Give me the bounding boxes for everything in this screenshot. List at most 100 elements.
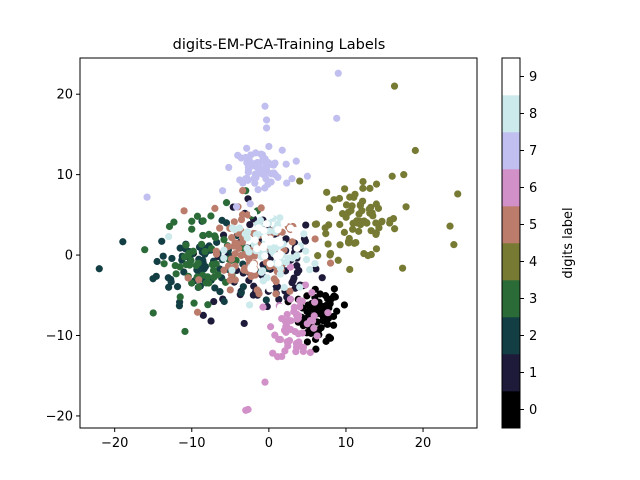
point-digit-4 bbox=[342, 213, 350, 221]
point-digit-6 bbox=[290, 307, 298, 316]
point-digit-2 bbox=[220, 297, 228, 306]
point-digit-4 bbox=[411, 146, 419, 155]
point-digit-9 bbox=[249, 209, 258, 217]
colorbar-segment-6 bbox=[502, 169, 520, 207]
point-digit-0 bbox=[312, 345, 320, 353]
point-digit-4 bbox=[378, 217, 386, 225]
point-digit-3 bbox=[222, 199, 231, 207]
point-digit-3 bbox=[171, 261, 179, 270]
point-digit-8 bbox=[274, 220, 282, 228]
colorbar-tick-label: 1 bbox=[529, 366, 537, 381]
point-digit-2 bbox=[176, 244, 184, 252]
point-digit-3 bbox=[204, 301, 212, 309]
colorbar-segment-1 bbox=[502, 354, 520, 392]
colorbar-segment-8 bbox=[502, 95, 520, 133]
point-digit-6 bbox=[306, 348, 314, 357]
point-digit-9 bbox=[266, 260, 274, 268]
point-digit-8 bbox=[231, 225, 239, 234]
point-digit-5 bbox=[230, 218, 238, 226]
point-digit-7 bbox=[334, 69, 342, 77]
point-digit-2 bbox=[222, 219, 231, 227]
point-digit-8 bbox=[258, 267, 267, 275]
point-digit-6 bbox=[298, 297, 306, 305]
point-digit-7 bbox=[262, 124, 271, 132]
point-digit-7 bbox=[292, 157, 300, 165]
point-digit-6 bbox=[308, 289, 316, 297]
point-digit-0 bbox=[330, 292, 338, 300]
point-digit-5 bbox=[272, 290, 280, 298]
point-digit-9 bbox=[255, 224, 263, 232]
point-digit-4 bbox=[446, 222, 454, 230]
point-digit-5 bbox=[311, 235, 319, 243]
point-digit-2 bbox=[119, 238, 127, 246]
point-digit-5 bbox=[244, 211, 252, 219]
point-digit-7 bbox=[288, 175, 296, 183]
point-digit-8 bbox=[300, 230, 308, 238]
point-digit-7 bbox=[260, 171, 268, 179]
point-digit-7 bbox=[262, 116, 271, 124]
x-tick-label: −20 bbox=[101, 436, 128, 451]
x-tick-label: 0 bbox=[265, 436, 273, 451]
point-digit-3 bbox=[170, 218, 178, 226]
point-digit-2 bbox=[180, 268, 188, 276]
point-digit-2 bbox=[168, 254, 176, 263]
point-digit-6 bbox=[269, 349, 277, 357]
point-digit-2 bbox=[173, 283, 182, 291]
point-digit-6 bbox=[285, 337, 294, 345]
point-digit-8 bbox=[245, 301, 254, 309]
point-digit-5 bbox=[272, 277, 280, 286]
point-digit-3 bbox=[209, 266, 218, 274]
point-digit-6 bbox=[278, 314, 286, 323]
point-digit-4 bbox=[321, 224, 329, 232]
point-digit-4 bbox=[352, 238, 360, 247]
point-digit-4 bbox=[389, 214, 398, 223]
point-digit-9 bbox=[275, 236, 283, 244]
point-digit-3 bbox=[195, 283, 203, 291]
point-digit-8 bbox=[296, 283, 304, 291]
point-digit-6 bbox=[285, 317, 294, 325]
point-digit-4 bbox=[360, 217, 368, 225]
point-digit-0 bbox=[324, 314, 333, 322]
point-digit-3 bbox=[180, 253, 189, 261]
point-digit-7 bbox=[251, 179, 259, 187]
point-digit-1 bbox=[318, 274, 326, 282]
point-digit-3 bbox=[199, 231, 207, 240]
point-digit-4 bbox=[372, 245, 381, 253]
point-digit-9 bbox=[266, 285, 274, 293]
point-digit-6 bbox=[286, 295, 295, 303]
point-digit-7 bbox=[283, 179, 291, 187]
point-digit-6 bbox=[287, 325, 295, 334]
point-digit-7 bbox=[225, 163, 233, 172]
y-tick-label: −20 bbox=[46, 409, 73, 424]
point-digit-7 bbox=[278, 146, 286, 154]
point-digit-0 bbox=[323, 320, 331, 328]
y-tick-label: −10 bbox=[46, 329, 73, 344]
series-6 bbox=[242, 263, 332, 414]
point-digit-9 bbox=[274, 259, 282, 267]
point-digit-6 bbox=[299, 347, 307, 356]
point-digit-2 bbox=[158, 237, 166, 245]
point-digit-4 bbox=[341, 185, 349, 193]
colorbar-segment-4 bbox=[502, 243, 520, 281]
point-digit-7 bbox=[254, 186, 262, 194]
point-digit-6 bbox=[244, 405, 252, 414]
point-digit-4 bbox=[364, 252, 372, 260]
point-digit-3 bbox=[172, 270, 180, 278]
point-digit-4 bbox=[390, 82, 399, 90]
point-digit-4 bbox=[349, 225, 357, 233]
point-digit-5 bbox=[226, 276, 234, 284]
point-digit-7 bbox=[261, 184, 269, 192]
point-digit-4 bbox=[340, 228, 348, 236]
point-digit-8 bbox=[243, 244, 251, 253]
point-digit-3 bbox=[190, 299, 198, 307]
point-digit-8 bbox=[311, 259, 319, 268]
plot-frame bbox=[79, 57, 478, 429]
point-digit-7 bbox=[252, 149, 260, 157]
point-digit-8 bbox=[220, 254, 228, 262]
point-digit-8 bbox=[302, 247, 310, 255]
point-digit-4 bbox=[296, 177, 304, 185]
colorbar-segment-2 bbox=[502, 317, 520, 355]
point-digit-2 bbox=[164, 274, 172, 282]
point-digit-6 bbox=[276, 335, 285, 344]
